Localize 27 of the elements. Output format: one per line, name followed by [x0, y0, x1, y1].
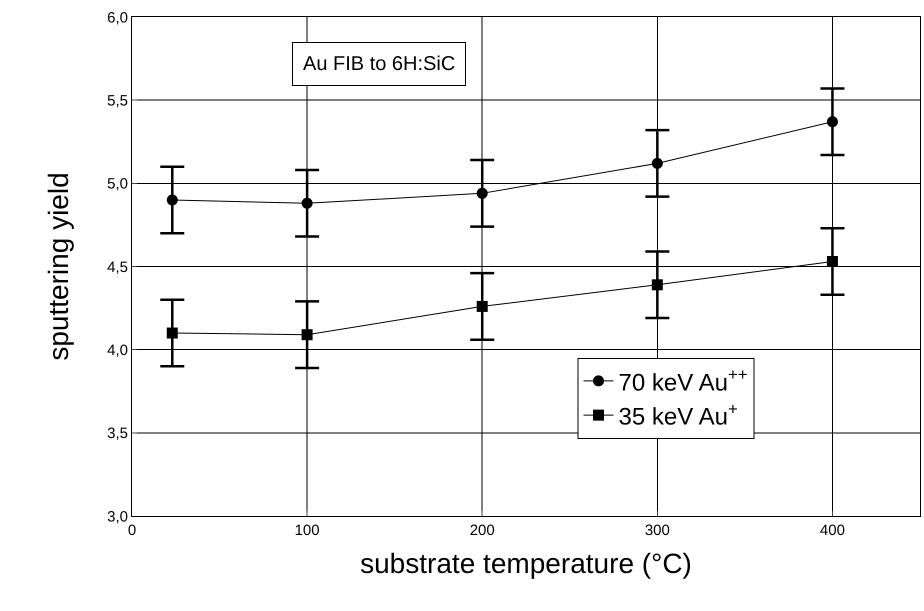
point: [652, 279, 663, 290]
point: [166, 194, 178, 206]
point: [476, 300, 488, 312]
x-tick-label: 0: [128, 522, 136, 539]
y-tick-label: 5,5: [107, 92, 128, 110]
y-tick-label: 4,5: [107, 258, 128, 276]
x-axis-title: substrate temperature (°C): [360, 548, 692, 580]
y-axis-title: sputtering yield: [42, 172, 74, 361]
point: [302, 329, 313, 340]
x-tick-label: 200: [470, 522, 495, 539]
point: [476, 188, 488, 199]
annotation: Au FIB to 6H:SiC: [303, 53, 456, 75]
point: [826, 256, 838, 268]
point: [302, 198, 313, 209]
point: [166, 328, 178, 339]
y-tick-label: 3,5: [107, 425, 128, 442]
y-tick-label: 6,0: [107, 9, 128, 26]
x-tick-label: 100: [294, 522, 320, 539]
x-tick-label: 300: [644, 522, 670, 539]
legend-label: 35 keV Au$^{+}$: [618, 399, 738, 430]
y-tick-label: 3,0: [107, 508, 128, 526]
point: [826, 116, 838, 128]
x-tick-label: 400: [820, 522, 845, 539]
legend-label: 70 keV Au$^{++}$: [618, 365, 748, 396]
y-tick-label: 4,0: [107, 342, 128, 359]
point: [652, 158, 663, 169]
y-tick-label: 5,0: [107, 176, 128, 193]
